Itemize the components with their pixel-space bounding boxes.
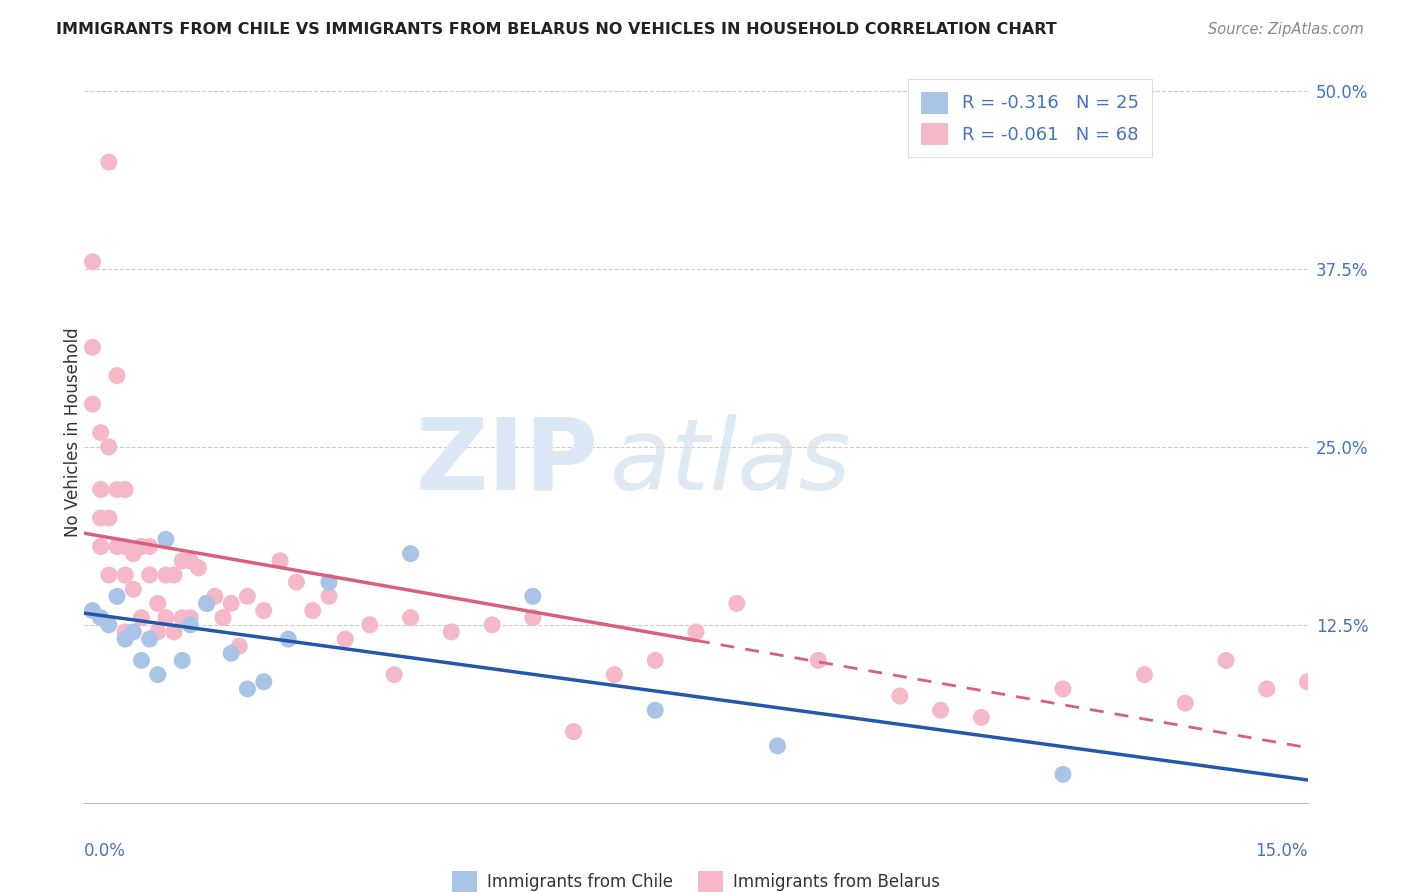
Point	[82, 254, 104, 268]
Point	[172, 554, 194, 568]
Point	[970, 710, 993, 724]
Point	[90, 425, 112, 440]
Point	[522, 590, 544, 604]
Point	[1052, 681, 1074, 696]
Point	[90, 540, 112, 554]
Point	[481, 617, 503, 632]
Point	[146, 624, 169, 639]
Point	[122, 582, 145, 597]
Point	[97, 440, 120, 454]
Point	[105, 590, 128, 604]
Point	[179, 617, 201, 632]
Point	[236, 590, 259, 604]
Point	[82, 340, 104, 354]
Point	[195, 597, 218, 611]
Point	[1215, 653, 1237, 667]
Point	[929, 703, 952, 717]
Point	[399, 610, 422, 624]
Point	[889, 689, 911, 703]
Y-axis label: No Vehicles in Household: No Vehicles in Household	[65, 327, 82, 538]
Point	[172, 610, 194, 624]
Point	[301, 604, 323, 618]
Point	[212, 610, 235, 624]
Point	[146, 597, 169, 611]
Point	[269, 554, 291, 568]
Point	[725, 597, 748, 611]
Point	[138, 540, 160, 554]
Point	[644, 653, 666, 667]
Point	[685, 624, 707, 639]
Point	[97, 511, 120, 525]
Point	[277, 632, 299, 646]
Point	[105, 540, 128, 554]
Text: 15.0%: 15.0%	[1256, 842, 1308, 860]
Text: atlas: atlas	[610, 414, 852, 511]
Point	[155, 610, 177, 624]
Point	[82, 397, 104, 411]
Point	[318, 575, 340, 590]
Point	[1256, 681, 1278, 696]
Point	[131, 540, 153, 554]
Point	[122, 624, 145, 639]
Point	[90, 483, 112, 497]
Point	[163, 624, 186, 639]
Point	[114, 632, 136, 646]
Point	[105, 483, 128, 497]
Point	[114, 540, 136, 554]
Point	[114, 568, 136, 582]
Point	[382, 667, 405, 681]
Point	[1174, 696, 1197, 710]
Text: Source: ZipAtlas.com: Source: ZipAtlas.com	[1208, 22, 1364, 37]
Point	[105, 368, 128, 383]
Point	[172, 653, 194, 667]
Point	[179, 610, 201, 624]
Point	[179, 554, 201, 568]
Point	[97, 617, 120, 632]
Point	[1052, 767, 1074, 781]
Point	[399, 547, 422, 561]
Point	[138, 568, 160, 582]
Point	[228, 639, 250, 653]
Point	[131, 653, 153, 667]
Point	[285, 575, 308, 590]
Point	[562, 724, 585, 739]
Point	[219, 597, 242, 611]
Point	[90, 610, 112, 624]
Point	[1296, 674, 1319, 689]
Point	[114, 483, 136, 497]
Point	[155, 568, 177, 582]
Point	[253, 604, 276, 618]
Point	[97, 568, 120, 582]
Point	[522, 610, 544, 624]
Point	[187, 561, 209, 575]
Point	[807, 653, 830, 667]
Point	[195, 597, 218, 611]
Point	[359, 617, 381, 632]
Point	[138, 632, 160, 646]
Point	[219, 646, 242, 660]
Point	[155, 533, 177, 547]
Point	[1133, 667, 1156, 681]
Text: IMMIGRANTS FROM CHILE VS IMMIGRANTS FROM BELARUS NO VEHICLES IN HOUSEHOLD CORREL: IMMIGRANTS FROM CHILE VS IMMIGRANTS FROM…	[56, 22, 1057, 37]
Point	[644, 703, 666, 717]
Point	[204, 590, 226, 604]
Point	[440, 624, 463, 639]
Point	[766, 739, 789, 753]
Point	[253, 674, 276, 689]
Point	[122, 547, 145, 561]
Point	[603, 667, 626, 681]
Point	[131, 610, 153, 624]
Point	[90, 511, 112, 525]
Text: ZIP: ZIP	[415, 414, 598, 511]
Point	[97, 155, 120, 169]
Point	[146, 667, 169, 681]
Point	[114, 624, 136, 639]
Point	[318, 590, 340, 604]
Legend: Immigrants from Chile, Immigrants from Belarus: Immigrants from Chile, Immigrants from B…	[444, 863, 948, 892]
Point	[163, 568, 186, 582]
Text: 0.0%: 0.0%	[84, 842, 127, 860]
Point	[82, 604, 104, 618]
Point	[335, 632, 357, 646]
Point	[236, 681, 259, 696]
